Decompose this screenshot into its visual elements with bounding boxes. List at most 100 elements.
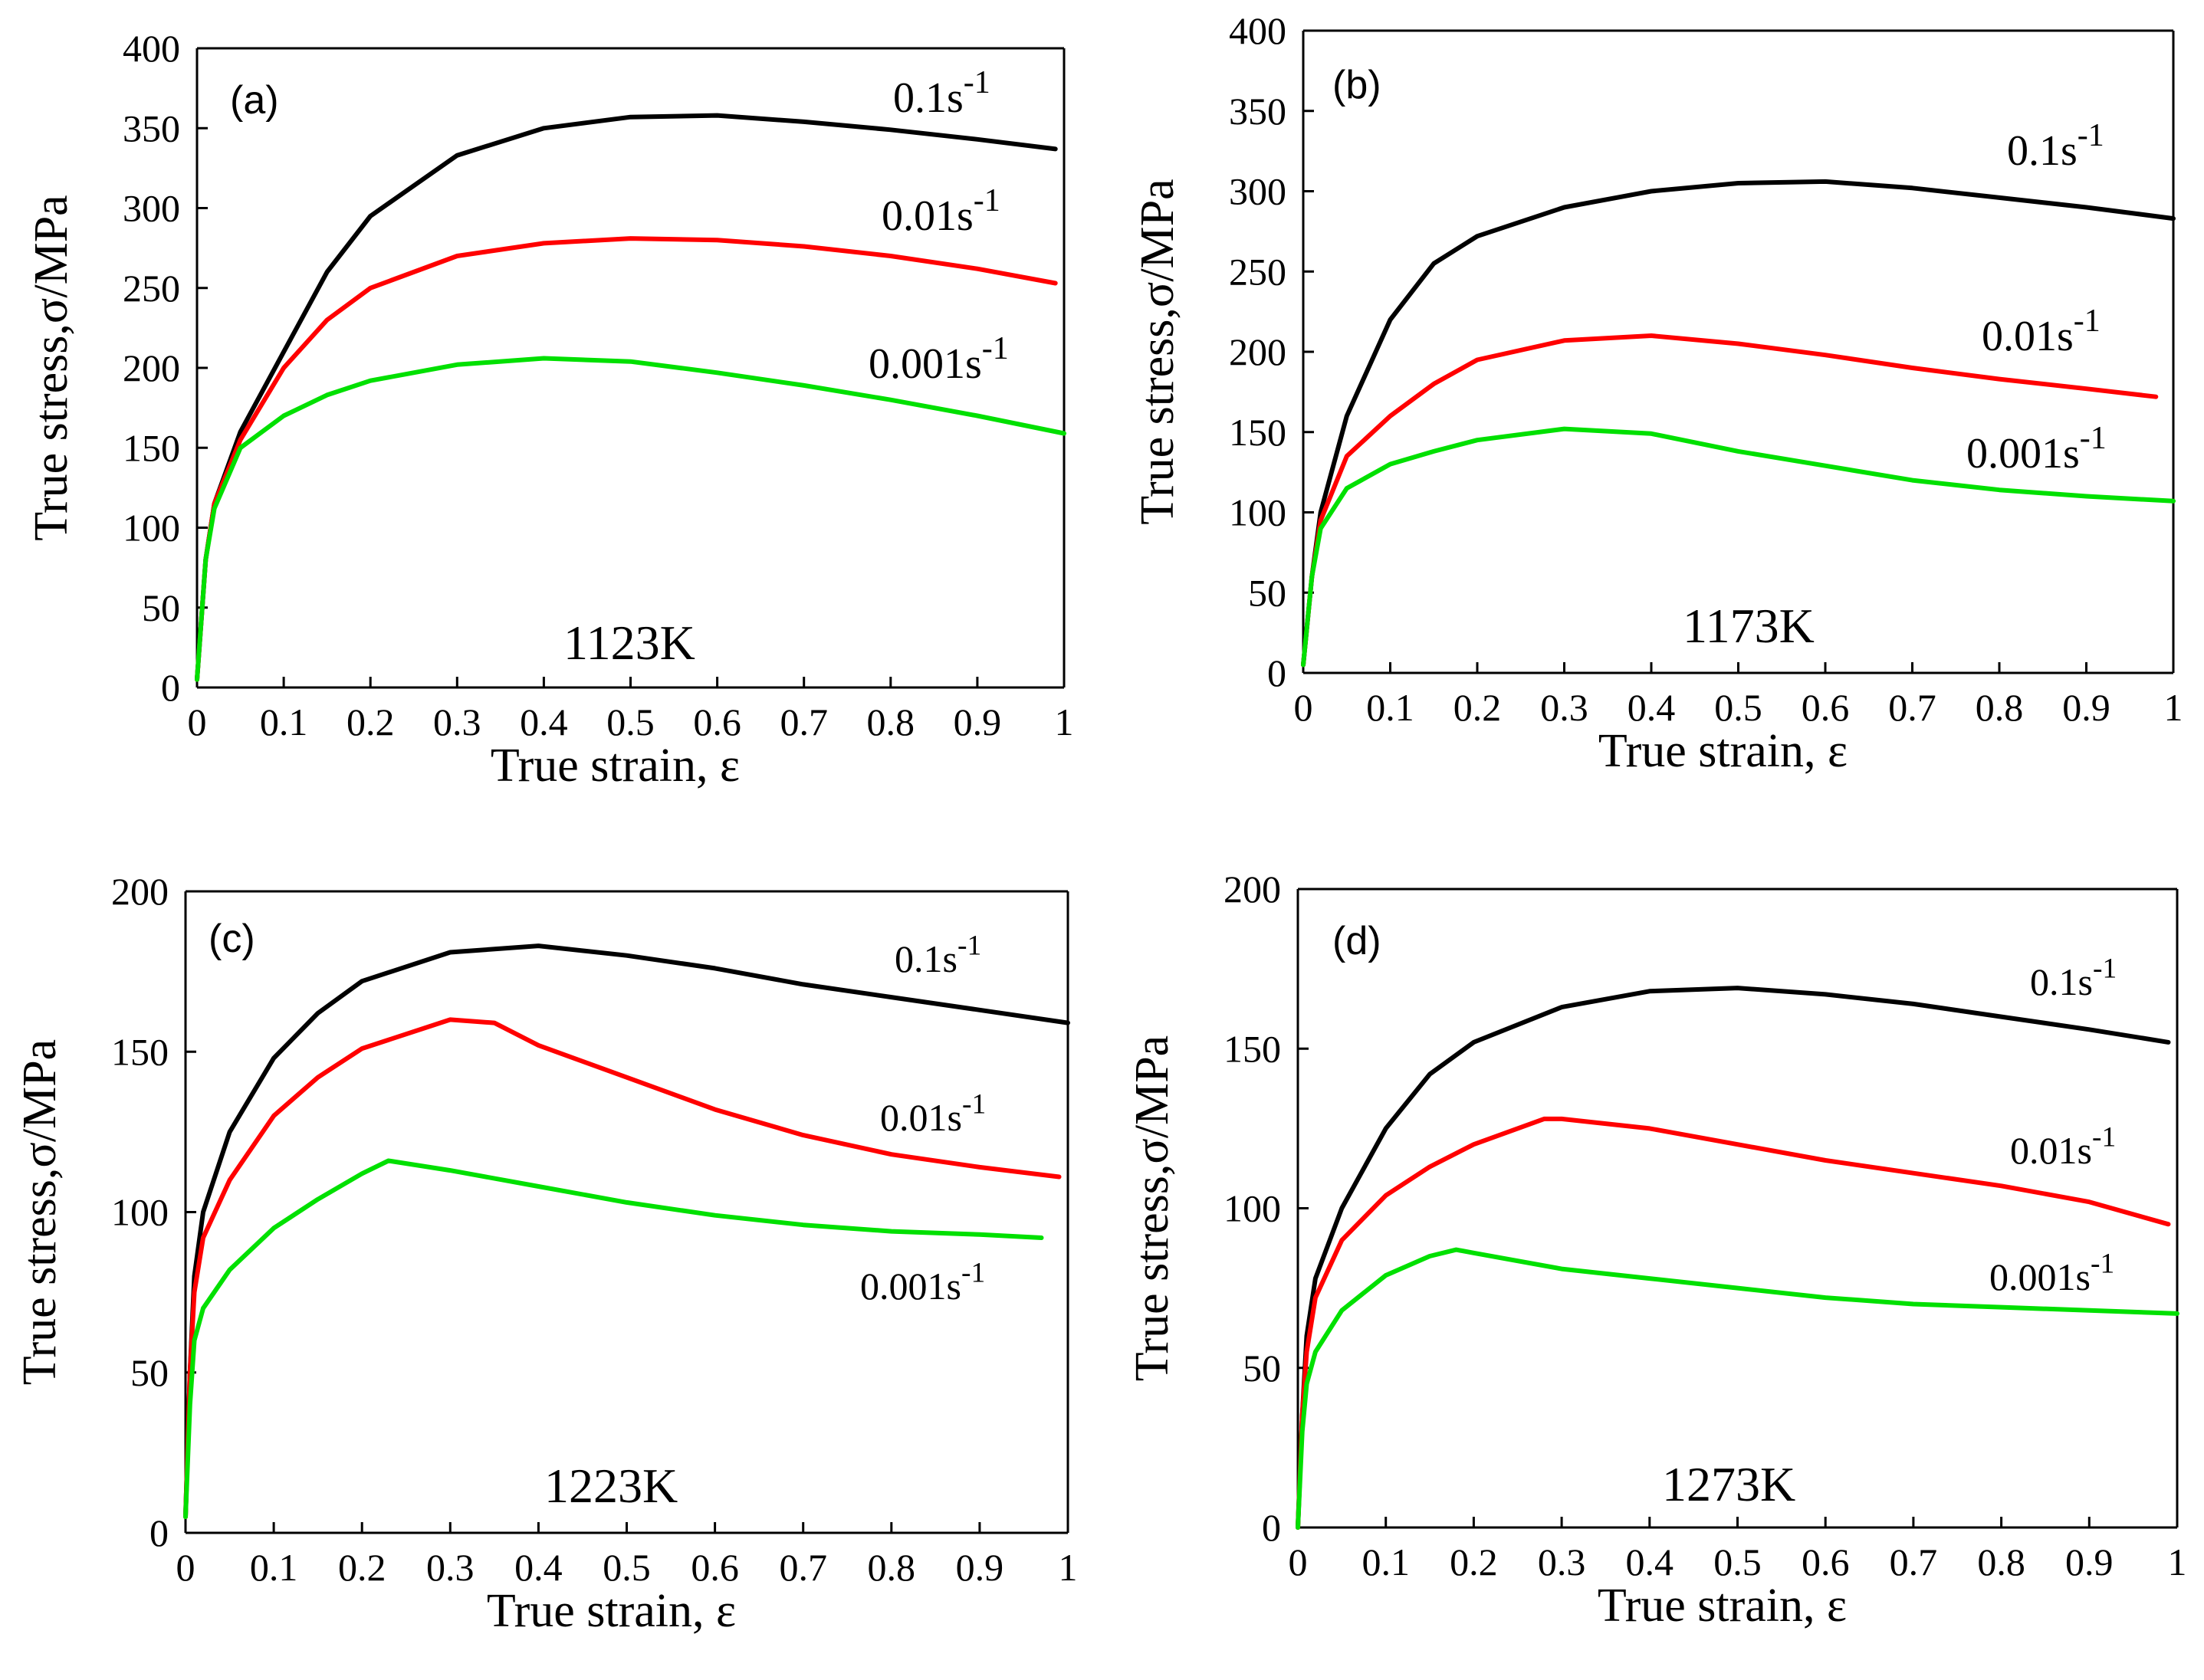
series-line-0-01s-1 [195,236,1058,682]
y-tick-label: 300 [123,187,180,230]
y-tick-label: 150 [1224,1027,1281,1070]
y-tick-label: 200 [1224,868,1281,911]
y-tick-label: 350 [1229,90,1286,133]
y-tick-label: 200 [123,346,180,389]
x-tick-label: 0.6 [1802,686,1850,729]
x-tick-label: 0.1 [1366,686,1414,729]
y-tick-label: 100 [1224,1187,1281,1230]
y-axis-title: True stress,σ/MPa [25,195,77,540]
x-tick-label: 0.4 [520,701,568,743]
series-label-superscript: -1 [961,1258,985,1289]
y-tick-label: 200 [1229,330,1286,373]
series-line-0-01s-1 [1301,333,2159,668]
y-tick-label: 150 [1229,411,1286,454]
y-tick-label: 250 [1229,250,1286,293]
x-tick-label: 0.9 [2062,686,2110,729]
x-tick-label: 1 [1059,1546,1078,1589]
series-label-base: 0.01s [1982,313,2074,360]
x-tick-label: 0.3 [1540,686,1588,729]
x-tick-label: 0.9 [954,701,1002,743]
y-tick-label: 0 [1267,651,1286,694]
x-tick-label: 0.4 [1626,1541,1674,1583]
series-label: 0.01s-1 [1982,304,2101,360]
y-tick-label: 50 [1243,1347,1281,1390]
series-line-0-01s-1 [183,1017,1062,1520]
x-tick-label: 0.8 [1977,1541,2025,1583]
series-label-superscript: -1 [982,331,1009,366]
series-line-0-01s-1 [1296,1116,2171,1530]
y-axis-title: True stress,σ/MPa [1126,1035,1178,1381]
chart-panel-d: 0 0.1 0.2 0.3 0.4 0.5 0.6 0.7 0.8 0.9 1 0 50 100 150 20… [1126,868,2187,1632]
series-label-superscript: -1 [2091,1249,2114,1280]
x-tick-label: 0.6 [693,701,741,743]
x-tick-label: 0.6 [1802,1541,1850,1583]
x-tick-label: 0.9 [956,1546,1004,1589]
temperature-label: 1173K [1683,599,1815,653]
x-tick-label: 0.4 [514,1546,563,1589]
series-label-base: 0.1s [2007,127,2078,175]
series-line-0-1s-1 [1301,179,2176,668]
series-label: 0.001s-1 [860,1258,985,1308]
panel-label: (c) [209,917,255,961]
x-tick-label: 0.1 [260,701,308,743]
x-tick-label: 0.5 [606,701,655,743]
series-label-base: 0.1s [2030,960,2093,1003]
series-label-superscript: -1 [974,183,1000,218]
series-label-base: 0.1s [895,937,957,980]
series-label: 0.01s-1 [880,1089,986,1140]
x-tick-label: 0.1 [1361,1541,1410,1583]
x-axis-title: True strain, ε [491,740,740,792]
y-tick-label: 100 [111,1191,169,1234]
x-tick-label: 0.7 [1890,1541,1938,1583]
x-tick-label: 1 [1055,701,1074,743]
panel-label: (a) [230,78,279,123]
y-tick-label: 100 [1229,491,1286,534]
series-label-superscript: -1 [2092,1122,2116,1153]
series-line-0-001s-1 [195,356,1066,682]
temperature-label: 1273K [1662,1457,1795,1511]
x-tick-label: 0.2 [338,1546,386,1589]
series-label-base: 0.001s [869,340,982,388]
series-label-base: 0.1s [893,74,964,122]
y-axis-title: True stress,σ/MPa [1132,179,1184,524]
x-tick-label: 0.2 [347,701,395,743]
series-label: 0.001s-1 [1989,1249,2114,1299]
y-tick-label: 400 [1229,9,1286,52]
y-tick-label: 300 [1229,170,1286,213]
chart-panel-b: 0 0.1 0.2 0.3 0.4 0.5 0.6 0.7 0.8 0.9 1 0 50 100 150 20… [1132,9,2183,777]
series-label-base: 0.01s [880,1096,962,1139]
series-label-base: 0.001s [1966,430,2080,477]
series-label: 0.1s-1 [2007,118,2104,175]
x-axis-title: True strain, ε [1598,725,1848,777]
series-label-superscript: -1 [2080,421,2107,456]
y-tick-label: 150 [111,1030,169,1073]
series-label: 0.01s-1 [882,183,1000,240]
series-line-0-001s-1 [183,1158,1044,1520]
series-line-0-1s-1 [1296,986,2171,1530]
x-tick-label: 0.5 [1713,1541,1762,1583]
x-tick-label: 0 [1294,686,1313,729]
chart-panel-a: 0 0.1 0.2 0.3 0.4 0.5 0.6 0.7 0.8 0.9 1 0 50 100 150 20… [25,27,1074,792]
x-tick-label: 0.9 [2065,1541,2114,1583]
series-label: 0.001s-1 [1966,421,2107,477]
series-line-0-001s-1 [1301,426,2176,668]
series-label: 0.1s-1 [893,65,990,122]
x-tick-label: 0.2 [1450,1541,1498,1583]
y-tick-label: 250 [123,267,180,310]
series-label-superscript: -1 [957,930,981,962]
series-label: 0.1s-1 [2030,953,2117,1004]
series-label: 0.01s-1 [2010,1122,2116,1173]
x-tick-label: 0.8 [1976,686,2024,729]
series-label-superscript: -1 [964,65,990,100]
x-tick-label: 0.7 [780,701,828,743]
x-axis-title: True strain, ε [1598,1580,1847,1632]
temperature-label: 1123K [563,615,695,670]
series-label-superscript: -1 [2093,953,2117,985]
x-tick-label: 0 [176,1546,195,1589]
series-label: 0.1s-1 [895,930,981,981]
x-tick-label: 0.2 [1453,686,1502,729]
temperature-label: 1223K [544,1459,678,1513]
x-tick-label: 0 [1289,1541,1308,1583]
series-label-base: 0.001s [1989,1255,2091,1298]
x-tick-label: 0.3 [433,701,481,743]
